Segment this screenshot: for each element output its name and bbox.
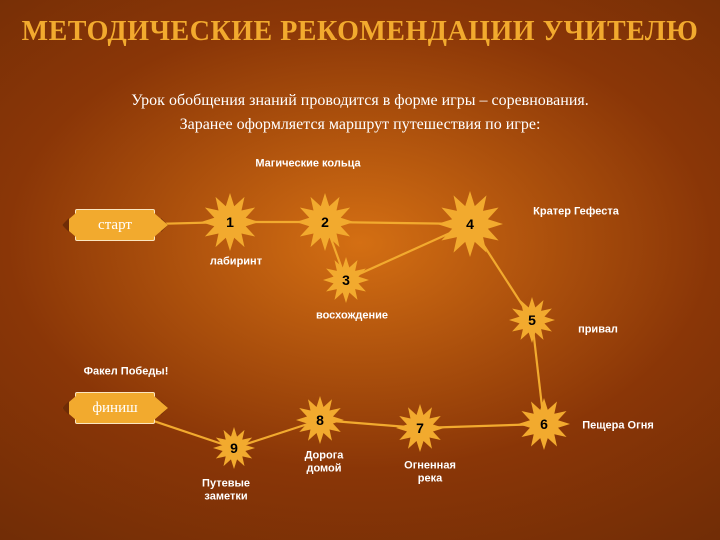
route-node-label: 7 (416, 420, 424, 436)
route-caption: Огненная река (404, 459, 456, 484)
route-caption: Дорога домой (305, 449, 344, 474)
route-node-label: 2 (321, 214, 329, 230)
route-caption: Факел Победы! (84, 366, 169, 379)
route-node-8: 8 (296, 396, 344, 444)
route-caption: Магические кольца (255, 158, 360, 171)
route-node-7: 7 (396, 404, 444, 452)
route-node-label: 6 (540, 416, 548, 432)
banner-finish: финиш (75, 392, 155, 424)
route-node-2: 2 (296, 193, 354, 251)
route-node-label: 5 (528, 312, 536, 328)
route-node-3: 3 (323, 257, 369, 303)
route-node-4: 4 (437, 191, 503, 257)
route-node-5: 5 (509, 297, 555, 343)
route-node-label: 8 (316, 412, 324, 428)
route-caption: восхождение (316, 310, 388, 323)
route-node-label: 3 (342, 272, 350, 288)
route-caption: Кратер Гефеста (533, 206, 619, 219)
route-caption: Путевые заметки (202, 477, 250, 502)
route-node-9: 9 (213, 427, 255, 469)
route-caption: Пещера Огня (582, 420, 654, 433)
route-node-label: 4 (466, 216, 474, 232)
banner-start: старт (75, 209, 155, 241)
route-caption: привал (578, 324, 618, 337)
route-node-label: 9 (230, 440, 238, 456)
route-caption: лабиринт (210, 256, 262, 269)
banner-label: финиш (92, 400, 137, 417)
route-node-6: 6 (518, 398, 570, 450)
slide-stage: МЕТОДИЧЕСКИЕ РЕКОМЕНДАЦИИ УЧИТЕЛЮ Урок о… (0, 0, 720, 540)
route-node-label: 1 (226, 214, 234, 230)
banner-label: старт (98, 217, 132, 234)
route-node-1: 1 (201, 193, 259, 251)
